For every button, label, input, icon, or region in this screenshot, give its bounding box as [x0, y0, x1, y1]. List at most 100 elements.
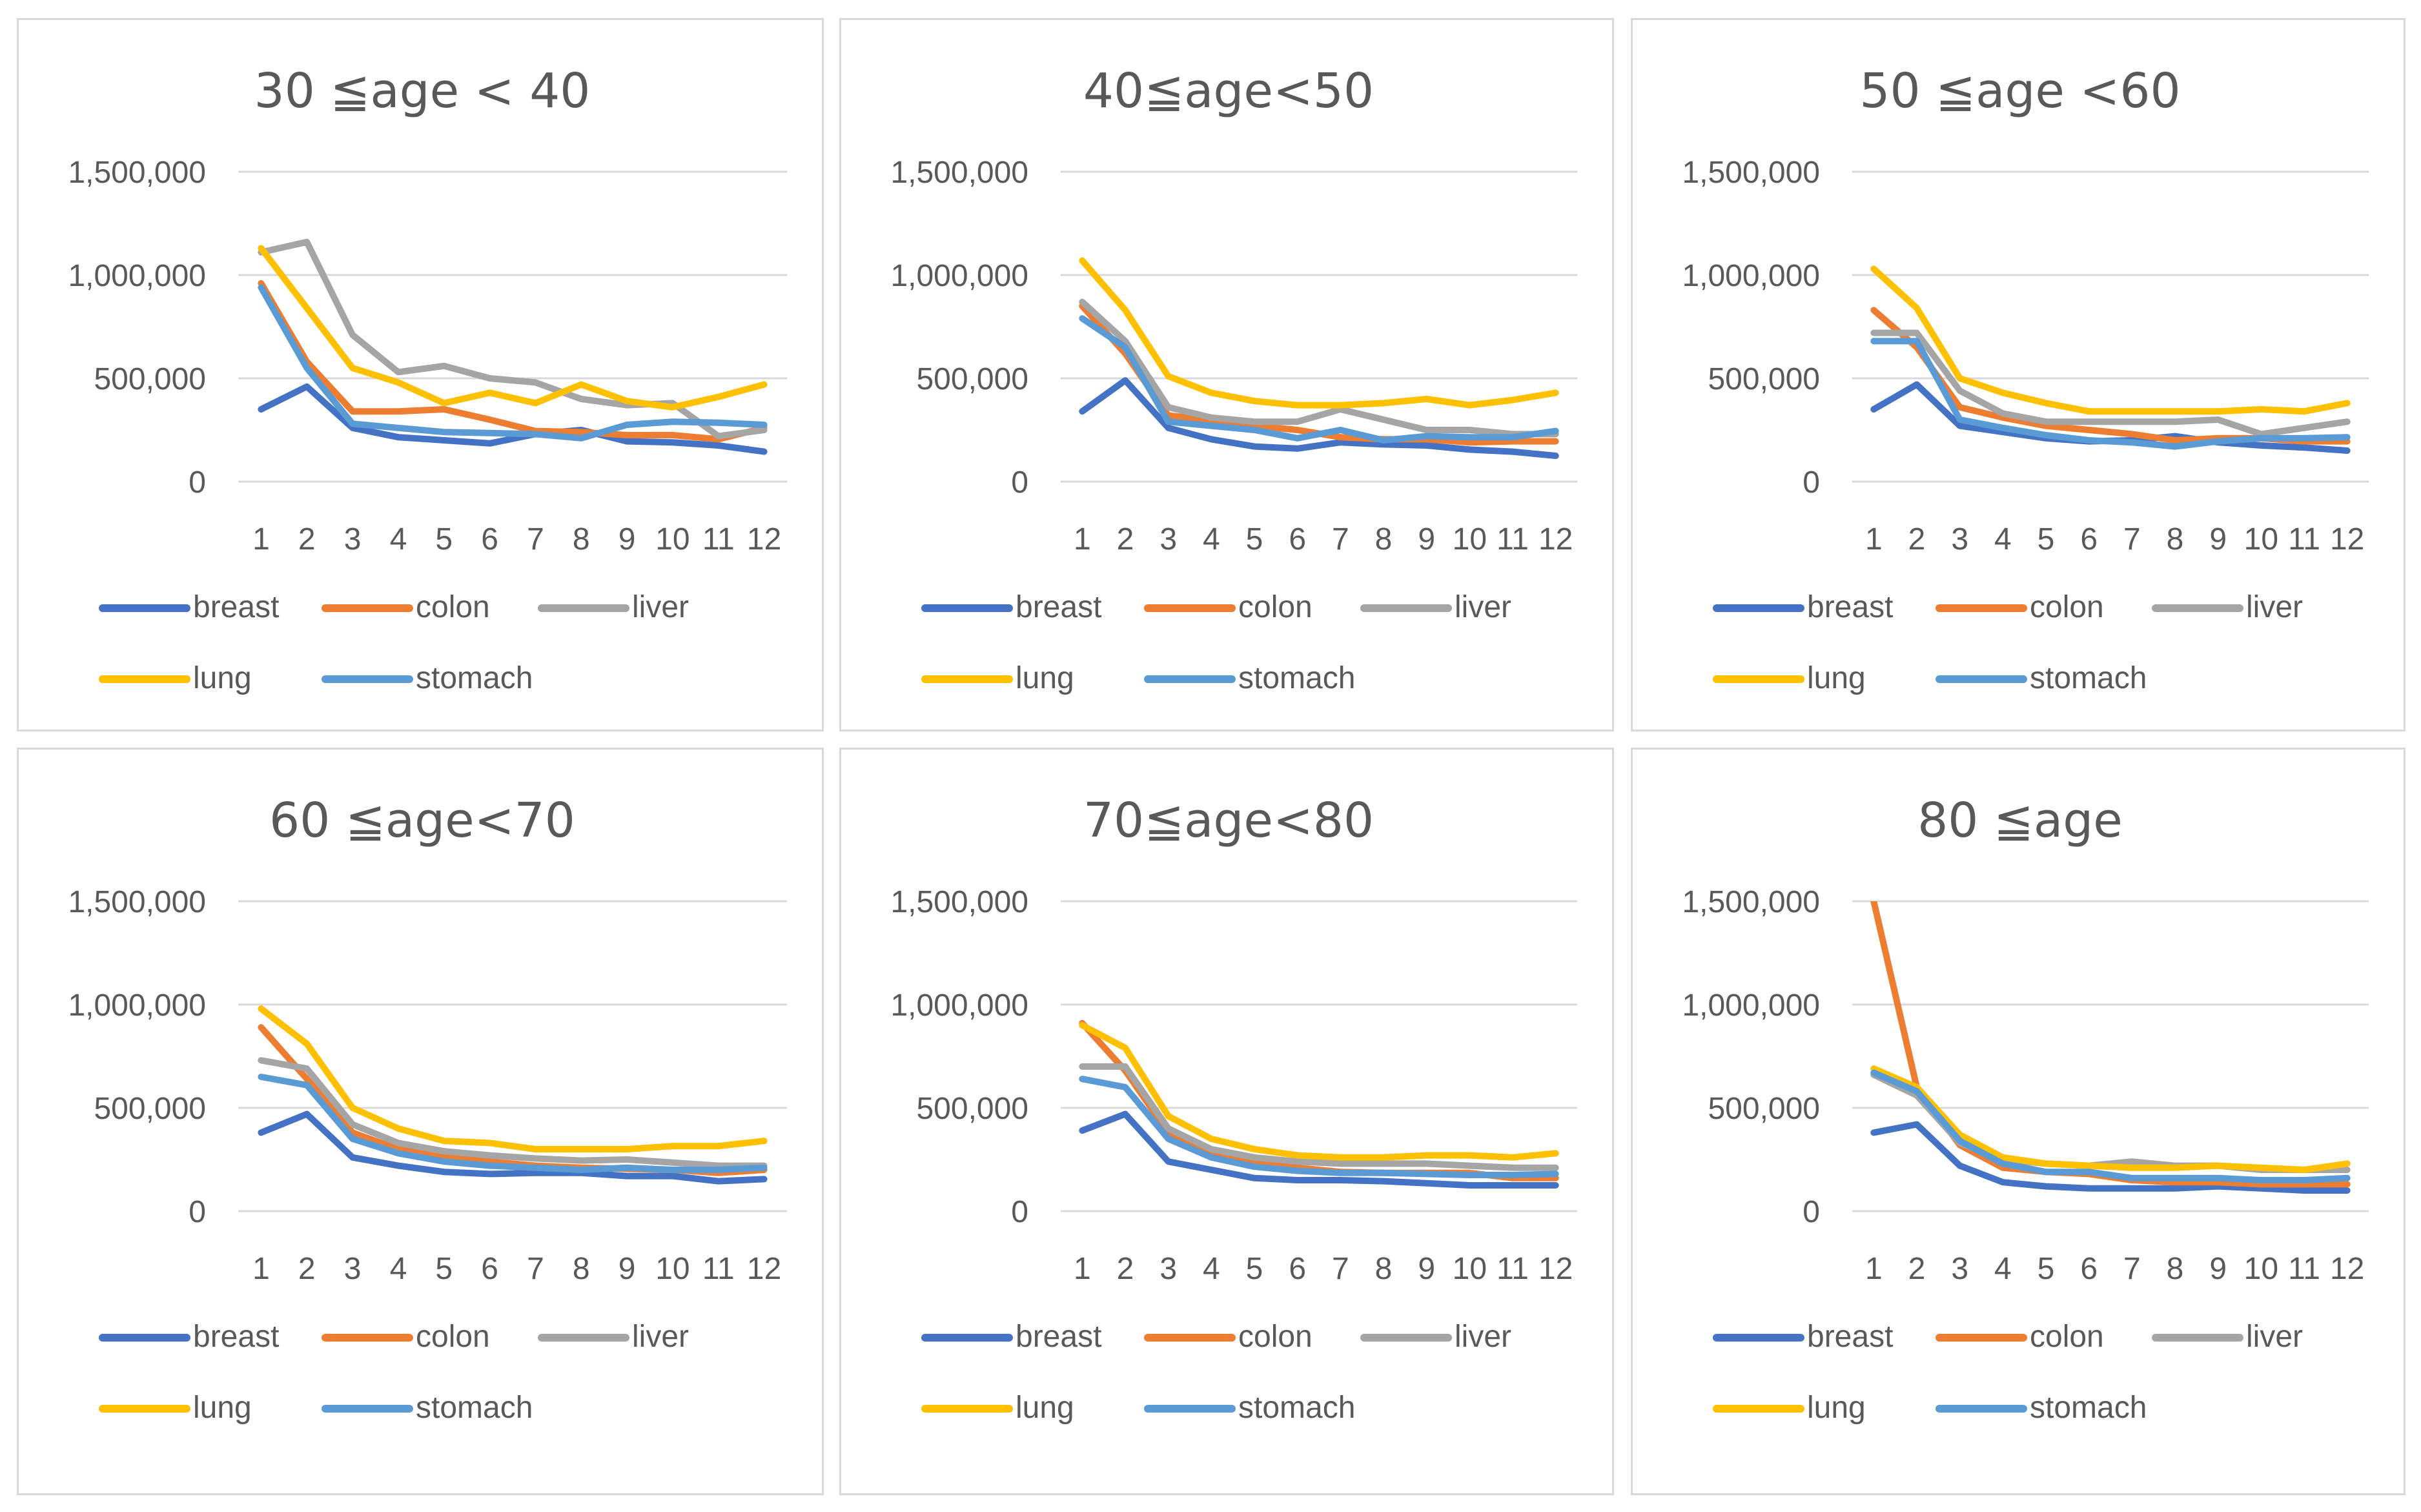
- x-tick-label: 4: [390, 1252, 407, 1286]
- y-tick-label: 1,500,000: [1682, 885, 1820, 919]
- x-tick-label: 3: [1159, 522, 1177, 557]
- series-line-lung: [1870, 265, 2351, 415]
- y-tick-label: 0: [1011, 465, 1028, 500]
- x-tick-label: 11: [2288, 1252, 2320, 1286]
- x-tick-label: 7: [527, 1252, 544, 1286]
- x-tick-label: 12: [747, 522, 781, 557]
- chart-title: 40≦age<50: [1083, 63, 1374, 119]
- series-line-stomach: [258, 1074, 768, 1173]
- x-tick-label: 2: [1908, 1252, 1926, 1286]
- x-tick-label: 8: [573, 1252, 590, 1286]
- x-tick-label: 3: [344, 1252, 362, 1286]
- x-tick-label: 11: [2288, 522, 2320, 557]
- x-tick-label: 3: [1951, 1252, 1968, 1286]
- x-tick-label: 2: [298, 522, 316, 557]
- y-tick-label: 500,000: [1708, 1092, 1820, 1126]
- y-tick-label: 0: [189, 465, 206, 500]
- legend-label: breast: [1807, 1320, 1893, 1354]
- chart-panel: 40≦age<50 0 500,000 1,000,000 1,500,000 1 2 3 4 5…: [839, 18, 1614, 731]
- legend-label: liver: [2246, 1320, 2303, 1354]
- legend-label: colon: [416, 1320, 490, 1354]
- chart-title: 70≦age<80: [1083, 793, 1374, 848]
- x-tick-label: 7: [527, 522, 544, 557]
- y-tick-label: 1,000,000: [890, 988, 1028, 1023]
- x-tick-label: 8: [2167, 522, 2184, 557]
- legend-label: liver: [2246, 590, 2303, 624]
- x-tick-label: 2: [1117, 522, 1134, 557]
- legend-label: liver: [1455, 590, 1511, 624]
- x-tick-label: 1: [252, 1252, 270, 1286]
- legend-label: liver: [632, 590, 689, 624]
- x-tick-label: 6: [2080, 522, 2098, 557]
- series-line-breast: [258, 383, 768, 455]
- x-tick-label: 10: [655, 1252, 690, 1286]
- legend-label: colon: [416, 590, 490, 624]
- x-tick-label: 8: [573, 522, 590, 557]
- x-tick-label: 12: [1538, 522, 1573, 557]
- y-tick-label: 0: [189, 1195, 206, 1229]
- x-tick-label: 4: [1994, 1252, 2012, 1286]
- x-tick-label: 7: [1332, 1252, 1349, 1286]
- x-tick-label: 11: [1497, 1252, 1529, 1286]
- legend-label: stomach: [1238, 1391, 1355, 1425]
- x-tick-label: 10: [1453, 522, 1487, 557]
- y-tick-label: 1,000,000: [890, 259, 1028, 293]
- legend-label: stomach: [1238, 661, 1355, 695]
- x-tick-label: 5: [2038, 1252, 2055, 1286]
- x-tick-label: 11: [702, 1252, 735, 1286]
- x-tick-label: 8: [1375, 1252, 1393, 1286]
- x-tick-label: 5: [435, 1252, 453, 1286]
- series-line-lung: [1079, 1022, 1559, 1161]
- legend-label: breast: [193, 590, 279, 624]
- chart-title: 50 ≦age <60: [1859, 63, 2180, 119]
- x-tick-label: 5: [1246, 522, 1263, 557]
- legend-label: breast: [1807, 590, 1893, 624]
- x-tick-label: 4: [1994, 522, 2012, 557]
- x-tick-label: 9: [1418, 1252, 1435, 1286]
- x-tick-label: 7: [2123, 1252, 2141, 1286]
- x-tick-label: 5: [435, 522, 453, 557]
- x-tick-label: 10: [1453, 1252, 1487, 1286]
- x-tick-label: 3: [1159, 1252, 1177, 1286]
- x-tick-label: 11: [702, 522, 735, 557]
- legend-label: lung: [1016, 1391, 1074, 1425]
- x-tick-label: 2: [1908, 522, 1926, 557]
- legend-label: colon: [2030, 590, 2104, 624]
- series-line-liver: [258, 1057, 768, 1169]
- chart-panel: 80 ≦age 0 500,000 1,000,000 1,500,000 1 2 3 4 5 6 7…: [1631, 748, 2406, 1495]
- chart-panel: 30 ≦age < 40 0 500,000 1,000,000 1,500,000 1 2…: [17, 18, 824, 731]
- x-tick-label: 4: [1203, 522, 1220, 557]
- x-tick-label: 11: [1497, 522, 1529, 557]
- x-tick-label: 6: [1289, 522, 1306, 557]
- x-tick-label: 6: [481, 1252, 498, 1286]
- series-line-lung: [258, 1005, 768, 1152]
- x-tick-label: 2: [1117, 1252, 1134, 1286]
- x-tick-label: 7: [1332, 522, 1349, 557]
- legend-label: colon: [2030, 1320, 2104, 1354]
- chart-panel: 60 ≦age<70 0 500,000 1,000,000 1,500,000 1 2 3 4…: [17, 748, 824, 1495]
- y-tick-label: 500,000: [94, 362, 206, 396]
- x-tick-label: 6: [2080, 1252, 2098, 1286]
- y-tick-label: 1,000,000: [68, 259, 206, 293]
- y-tick-label: 500,000: [916, 362, 1028, 396]
- y-tick-label: 1,500,000: [1682, 156, 1820, 190]
- legend-label: breast: [1016, 590, 1101, 624]
- series-line-stomach: [1870, 338, 2351, 450]
- series-line-stomach: [258, 284, 768, 442]
- x-tick-label: 5: [2038, 522, 2055, 557]
- series-line-colon: [1870, 901, 2351, 1188]
- legend-label: liver: [632, 1320, 689, 1354]
- y-tick-label: 0: [1803, 465, 1820, 500]
- x-tick-label: 9: [2209, 522, 2227, 557]
- legend-label: colon: [1238, 1320, 1313, 1354]
- x-tick-label: 8: [2167, 1252, 2184, 1286]
- x-tick-label: 12: [2330, 1252, 2364, 1286]
- x-tick-label: 1: [1865, 1252, 1883, 1286]
- chart-panel: 70≦age<80 0 500,000 1,000,000 1,500,000 1 2 3 4 5…: [839, 748, 1614, 1495]
- x-tick-label: 6: [1289, 1252, 1306, 1286]
- x-tick-label: 9: [1418, 522, 1435, 557]
- legend-label: breast: [1016, 1320, 1101, 1354]
